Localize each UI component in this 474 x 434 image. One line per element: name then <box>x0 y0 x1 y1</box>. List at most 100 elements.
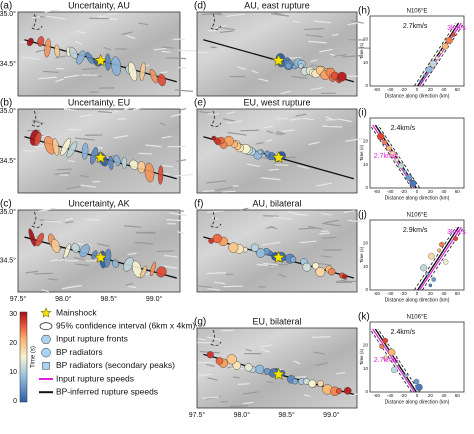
bp-radiator <box>316 267 325 276</box>
x-axis-label: Distance along direction (km) <box>385 399 450 405</box>
terrain-ridge <box>166 58 186 59</box>
legend-label: BP-inferred rupture speeds <box>56 386 158 396</box>
bp-radiator <box>285 63 291 69</box>
colorbar-tick: 20 <box>9 340 17 347</box>
x-tick-label: 40 <box>441 291 447 296</box>
x-tick-label: -60 <box>373 291 380 296</box>
terrain-ridge <box>238 384 250 385</box>
legend-ellipse <box>40 323 52 330</box>
confidence-ellipse <box>105 54 111 71</box>
x-tick-label: 40 <box>441 87 447 92</box>
x-tick-label: 20 <box>428 189 434 194</box>
bp-radiator <box>398 163 404 169</box>
bp-radiator <box>216 357 223 364</box>
panel-title: EU, west rupture <box>243 97 310 107</box>
bp-radiator <box>264 368 270 374</box>
y-tick-label: 20 <box>363 139 369 144</box>
bp-radiator <box>403 170 406 173</box>
bp-radiator <box>228 243 238 253</box>
bp-radiator <box>439 242 444 247</box>
terrain-ridge <box>275 165 288 166</box>
map-background <box>18 109 180 193</box>
panel-title: Uncertainty, AU <box>68 0 130 10</box>
map-background <box>197 12 357 96</box>
legend-label: Input rupture speeds <box>56 373 134 383</box>
bp-radiator <box>451 33 455 37</box>
bp-radiator <box>245 364 253 372</box>
bp-radiator <box>303 263 311 271</box>
bp-radiator <box>420 265 427 272</box>
x-axis-label: Distance along direction (km) <box>385 93 450 99</box>
y-axis-label: Time (s) <box>359 246 364 263</box>
x-tick-label: -60 <box>373 87 380 92</box>
bp-speed-label: 2.4km/s <box>391 125 416 132</box>
y-axis-label: Time (s) <box>359 144 364 161</box>
bp-radiator <box>344 387 351 394</box>
bp-radiator <box>209 238 214 243</box>
x-tick-label: 60 <box>455 189 461 194</box>
x-tick-label: 40 <box>441 189 447 194</box>
terrain-ridge <box>161 52 170 53</box>
lat-tick-label: 34.5° <box>0 60 16 68</box>
terrain-ridge <box>203 191 216 192</box>
y-tick-label: 0 <box>365 83 368 88</box>
terrain-ridge <box>223 191 236 192</box>
bp-radiator <box>336 388 341 393</box>
y-tick-label: 20 <box>363 343 369 348</box>
terrain-ridge <box>230 406 248 407</box>
x-tick-label: 0 <box>416 393 419 398</box>
bp-radiator <box>251 244 259 252</box>
terrain-ridge <box>312 337 331 338</box>
input-speed-label: 3km/s <box>447 25 466 32</box>
legend-circle <box>42 348 51 357</box>
terrain-ridge <box>240 130 259 131</box>
lon-tick-label: 99.0° <box>323 411 340 419</box>
bp-speed-label: 2.4km/s <box>391 329 416 336</box>
bp-radiator <box>435 56 439 60</box>
bp-radiator <box>317 381 323 387</box>
panel-title: AU, east rupture <box>244 0 310 10</box>
confidence-ellipse <box>122 157 127 168</box>
panel-letter: (j) <box>358 210 367 221</box>
bp-radiator <box>440 51 443 54</box>
y-axis-label: Time (s) <box>359 42 364 59</box>
x-tick-label: -40 <box>387 291 394 296</box>
lon-tick-label: 98.0° <box>55 295 72 303</box>
bp-radiator <box>337 72 346 81</box>
bp-radiator <box>255 365 264 374</box>
y-tick-label: 10 <box>363 60 369 65</box>
bp-speed-label: 2.9km/s <box>403 227 428 234</box>
x-tick-label: 60 <box>455 393 461 398</box>
terrain-ridge <box>161 72 168 73</box>
bp-radiator <box>428 253 434 259</box>
panel-title: AU, bilateral <box>252 198 301 208</box>
bp-radiator <box>382 338 388 344</box>
x-tick-label: -20 <box>400 291 407 296</box>
panel-letter: (k) <box>358 312 370 323</box>
bp-radiator <box>430 60 437 67</box>
bp-radiator <box>379 344 383 348</box>
lon-tick-label: 98.5° <box>101 295 118 303</box>
lon-tick-label: 97.5° <box>189 411 206 419</box>
bp-radiator <box>258 150 262 154</box>
x-axis-label: Distance along direction (km) <box>385 297 450 303</box>
map-background <box>197 109 357 193</box>
legend-hexagon <box>41 335 51 343</box>
lon-tick-label: 98.5° <box>278 411 295 419</box>
x-tick-label: -20 <box>400 87 407 92</box>
y-tick-label: 20 <box>363 37 369 42</box>
terrain-ridge <box>138 153 151 154</box>
bp-radiator <box>388 349 395 356</box>
terrain-ridge <box>68 161 75 162</box>
colorbar-tick: 0 <box>13 398 17 405</box>
legend-label: BP radiators (secondary peaks) <box>56 360 175 370</box>
terrain-ridge <box>97 148 103 149</box>
x-axis-label: Distance along direction (km) <box>385 195 450 201</box>
input-speed-label: 3km/s <box>447 229 466 236</box>
bp-radiator <box>290 257 296 263</box>
bp-radiator <box>429 284 432 287</box>
bp-radiator <box>446 37 453 44</box>
x-tick-label: 40 <box>441 393 447 398</box>
bp-radiator <box>406 174 412 180</box>
